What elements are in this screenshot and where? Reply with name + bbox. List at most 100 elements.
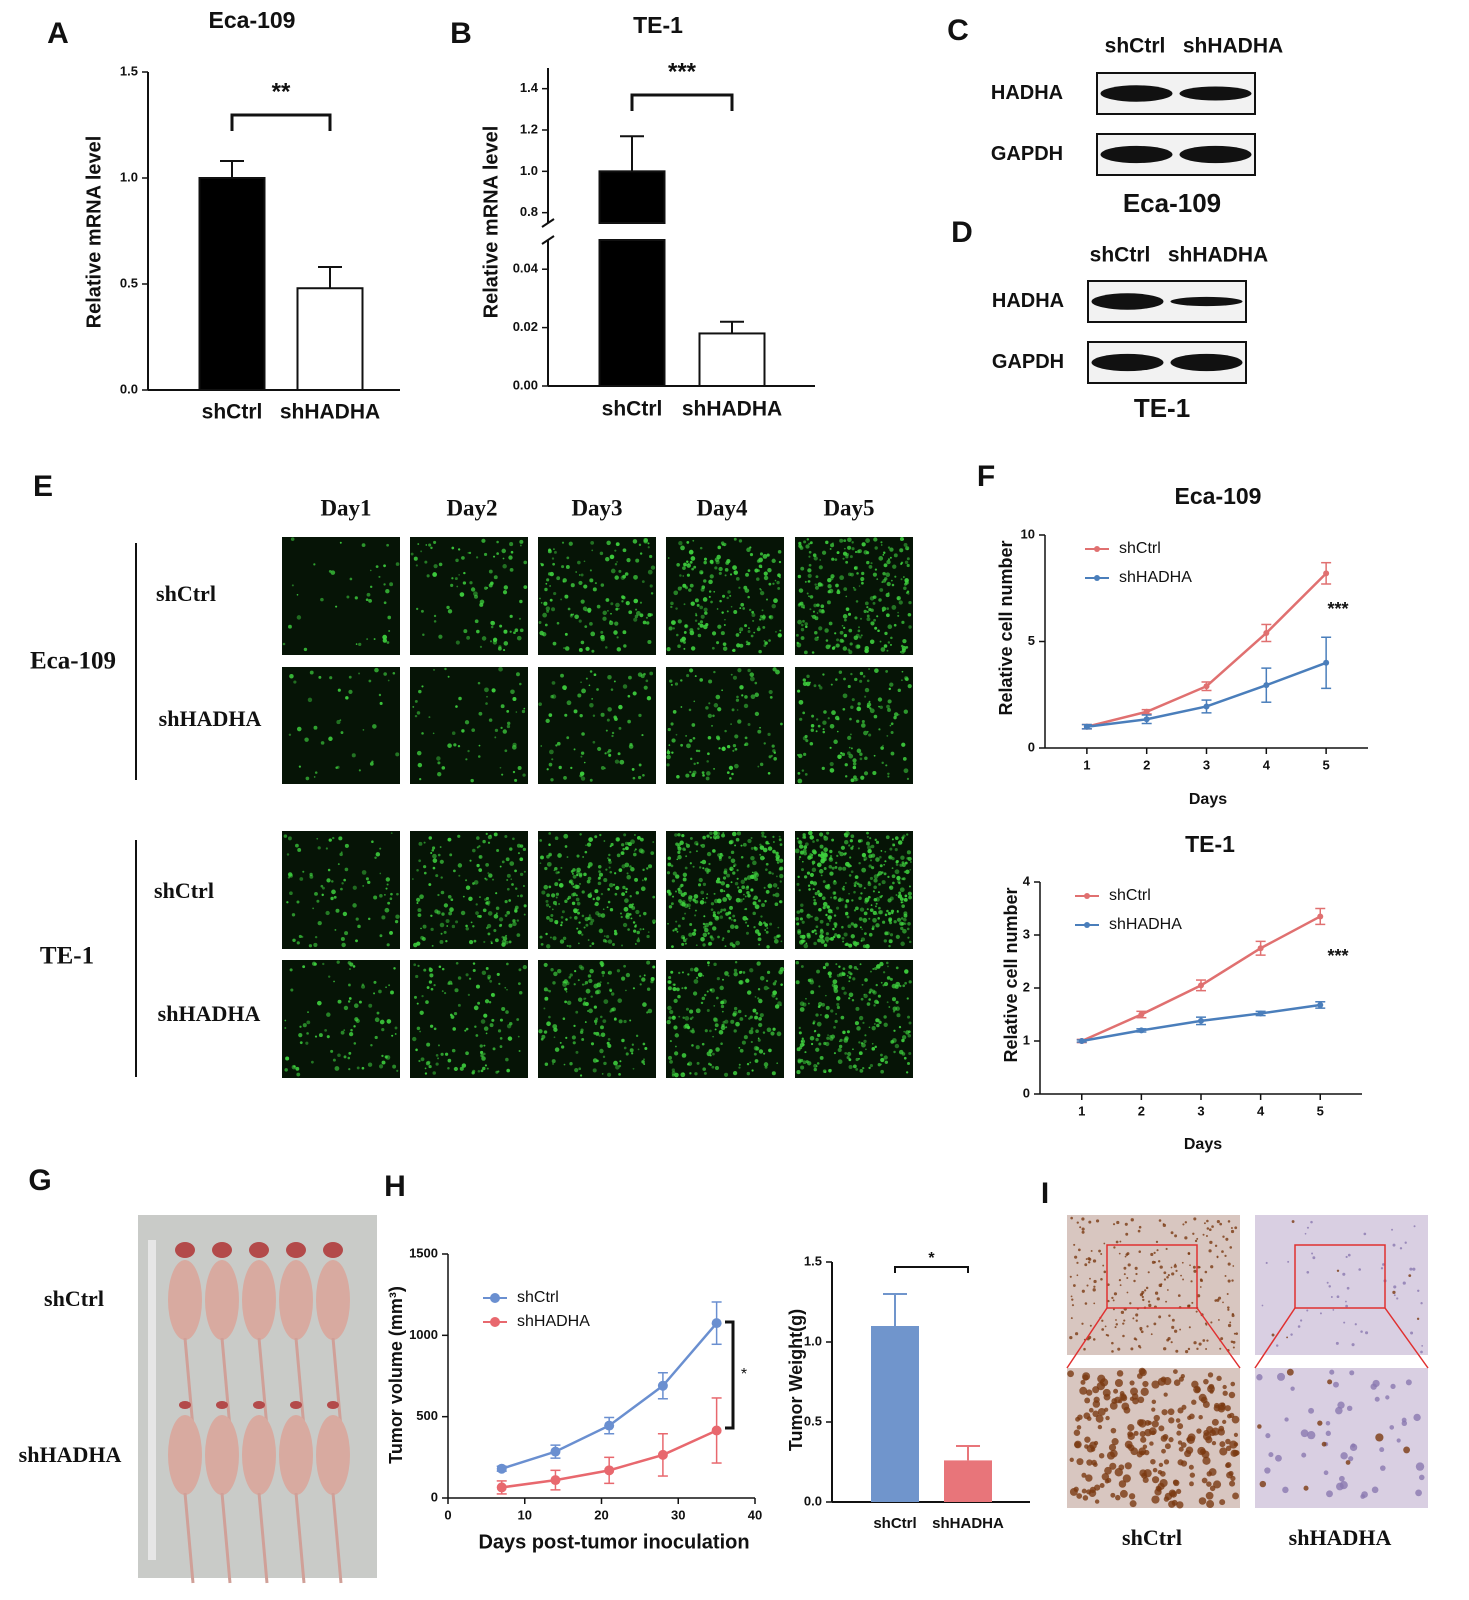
cell <box>871 1047 876 1051</box>
cell <box>739 631 742 634</box>
cell <box>573 983 576 986</box>
nucleus <box>1084 1436 1091 1443</box>
cell <box>626 558 631 563</box>
nucleus <box>1168 1437 1174 1443</box>
nucleus <box>1111 1438 1119 1446</box>
cell <box>891 856 895 861</box>
cell <box>765 979 769 983</box>
cell <box>555 892 560 896</box>
cell <box>549 749 554 755</box>
cell <box>801 939 805 943</box>
nucleus <box>1088 1220 1092 1224</box>
cell <box>517 765 522 770</box>
cell <box>887 772 890 776</box>
cell <box>744 695 748 699</box>
cell <box>447 675 450 678</box>
cell <box>577 979 580 982</box>
cell <box>487 841 491 844</box>
cell <box>605 868 608 871</box>
nucleus <box>1175 1269 1178 1273</box>
cell <box>872 967 875 970</box>
cell <box>819 686 823 690</box>
cell <box>344 843 349 848</box>
cell <box>714 1023 719 1028</box>
cell <box>714 566 718 570</box>
cell <box>570 870 574 873</box>
cell <box>432 572 438 577</box>
cell <box>618 726 622 730</box>
nucleus <box>1396 1438 1401 1443</box>
cell <box>701 771 705 775</box>
cell <box>908 1021 912 1025</box>
cell <box>643 672 646 676</box>
cell <box>675 733 678 736</box>
cell <box>694 1072 698 1076</box>
cell <box>546 578 550 582</box>
cell <box>811 930 815 934</box>
cell <box>822 901 828 907</box>
cell <box>758 899 761 903</box>
y-tick-label: 0 <box>1028 739 1035 754</box>
cell <box>539 935 543 939</box>
cell <box>666 750 671 755</box>
cell <box>395 752 400 757</box>
cell <box>841 986 845 991</box>
cell <box>469 859 472 862</box>
cell <box>899 984 902 988</box>
cell <box>758 557 763 563</box>
cell <box>417 543 420 546</box>
cell <box>396 892 399 896</box>
cell <box>866 614 870 618</box>
cell <box>716 835 720 839</box>
nucleus <box>1142 1298 1145 1302</box>
nucleus <box>1089 1324 1092 1327</box>
cell <box>906 997 909 1000</box>
cell <box>738 980 743 985</box>
cell <box>594 835 598 839</box>
cell <box>356 1066 360 1070</box>
cell <box>823 943 828 947</box>
cell <box>410 552 414 556</box>
cell <box>474 594 479 599</box>
cell <box>851 999 855 1002</box>
cell <box>614 1017 617 1020</box>
cell <box>869 988 873 992</box>
cell <box>842 707 846 711</box>
cell <box>890 1040 895 1044</box>
cell <box>337 863 340 866</box>
cell <box>689 1009 694 1014</box>
row-label: shCtrl <box>156 581 216 606</box>
cell <box>908 885 911 888</box>
cell <box>811 853 814 856</box>
cell <box>451 546 455 550</box>
cell <box>581 933 584 936</box>
cell <box>770 754 773 757</box>
cell <box>523 870 526 873</box>
cell <box>422 633 425 637</box>
nucleus <box>1374 1396 1380 1402</box>
cell <box>706 760 709 763</box>
cell <box>864 601 869 606</box>
cell <box>772 849 776 854</box>
cell <box>805 625 808 629</box>
nucleus <box>1264 1467 1271 1474</box>
nucleus <box>1206 1500 1215 1509</box>
cell <box>799 844 804 849</box>
cell <box>470 921 473 924</box>
cell <box>736 709 739 711</box>
nucleus <box>1287 1260 1290 1263</box>
nucleus <box>1401 1420 1408 1426</box>
cell <box>634 877 639 882</box>
cell <box>708 590 712 593</box>
cell <box>836 730 839 733</box>
cell <box>815 718 819 721</box>
cell <box>424 560 428 564</box>
cell <box>888 939 893 944</box>
cell <box>905 1071 909 1074</box>
cell <box>490 625 494 629</box>
nucleus <box>1227 1306 1230 1309</box>
cell <box>909 868 912 871</box>
cell <box>477 1069 481 1073</box>
cell <box>859 757 863 761</box>
cell <box>709 988 713 992</box>
